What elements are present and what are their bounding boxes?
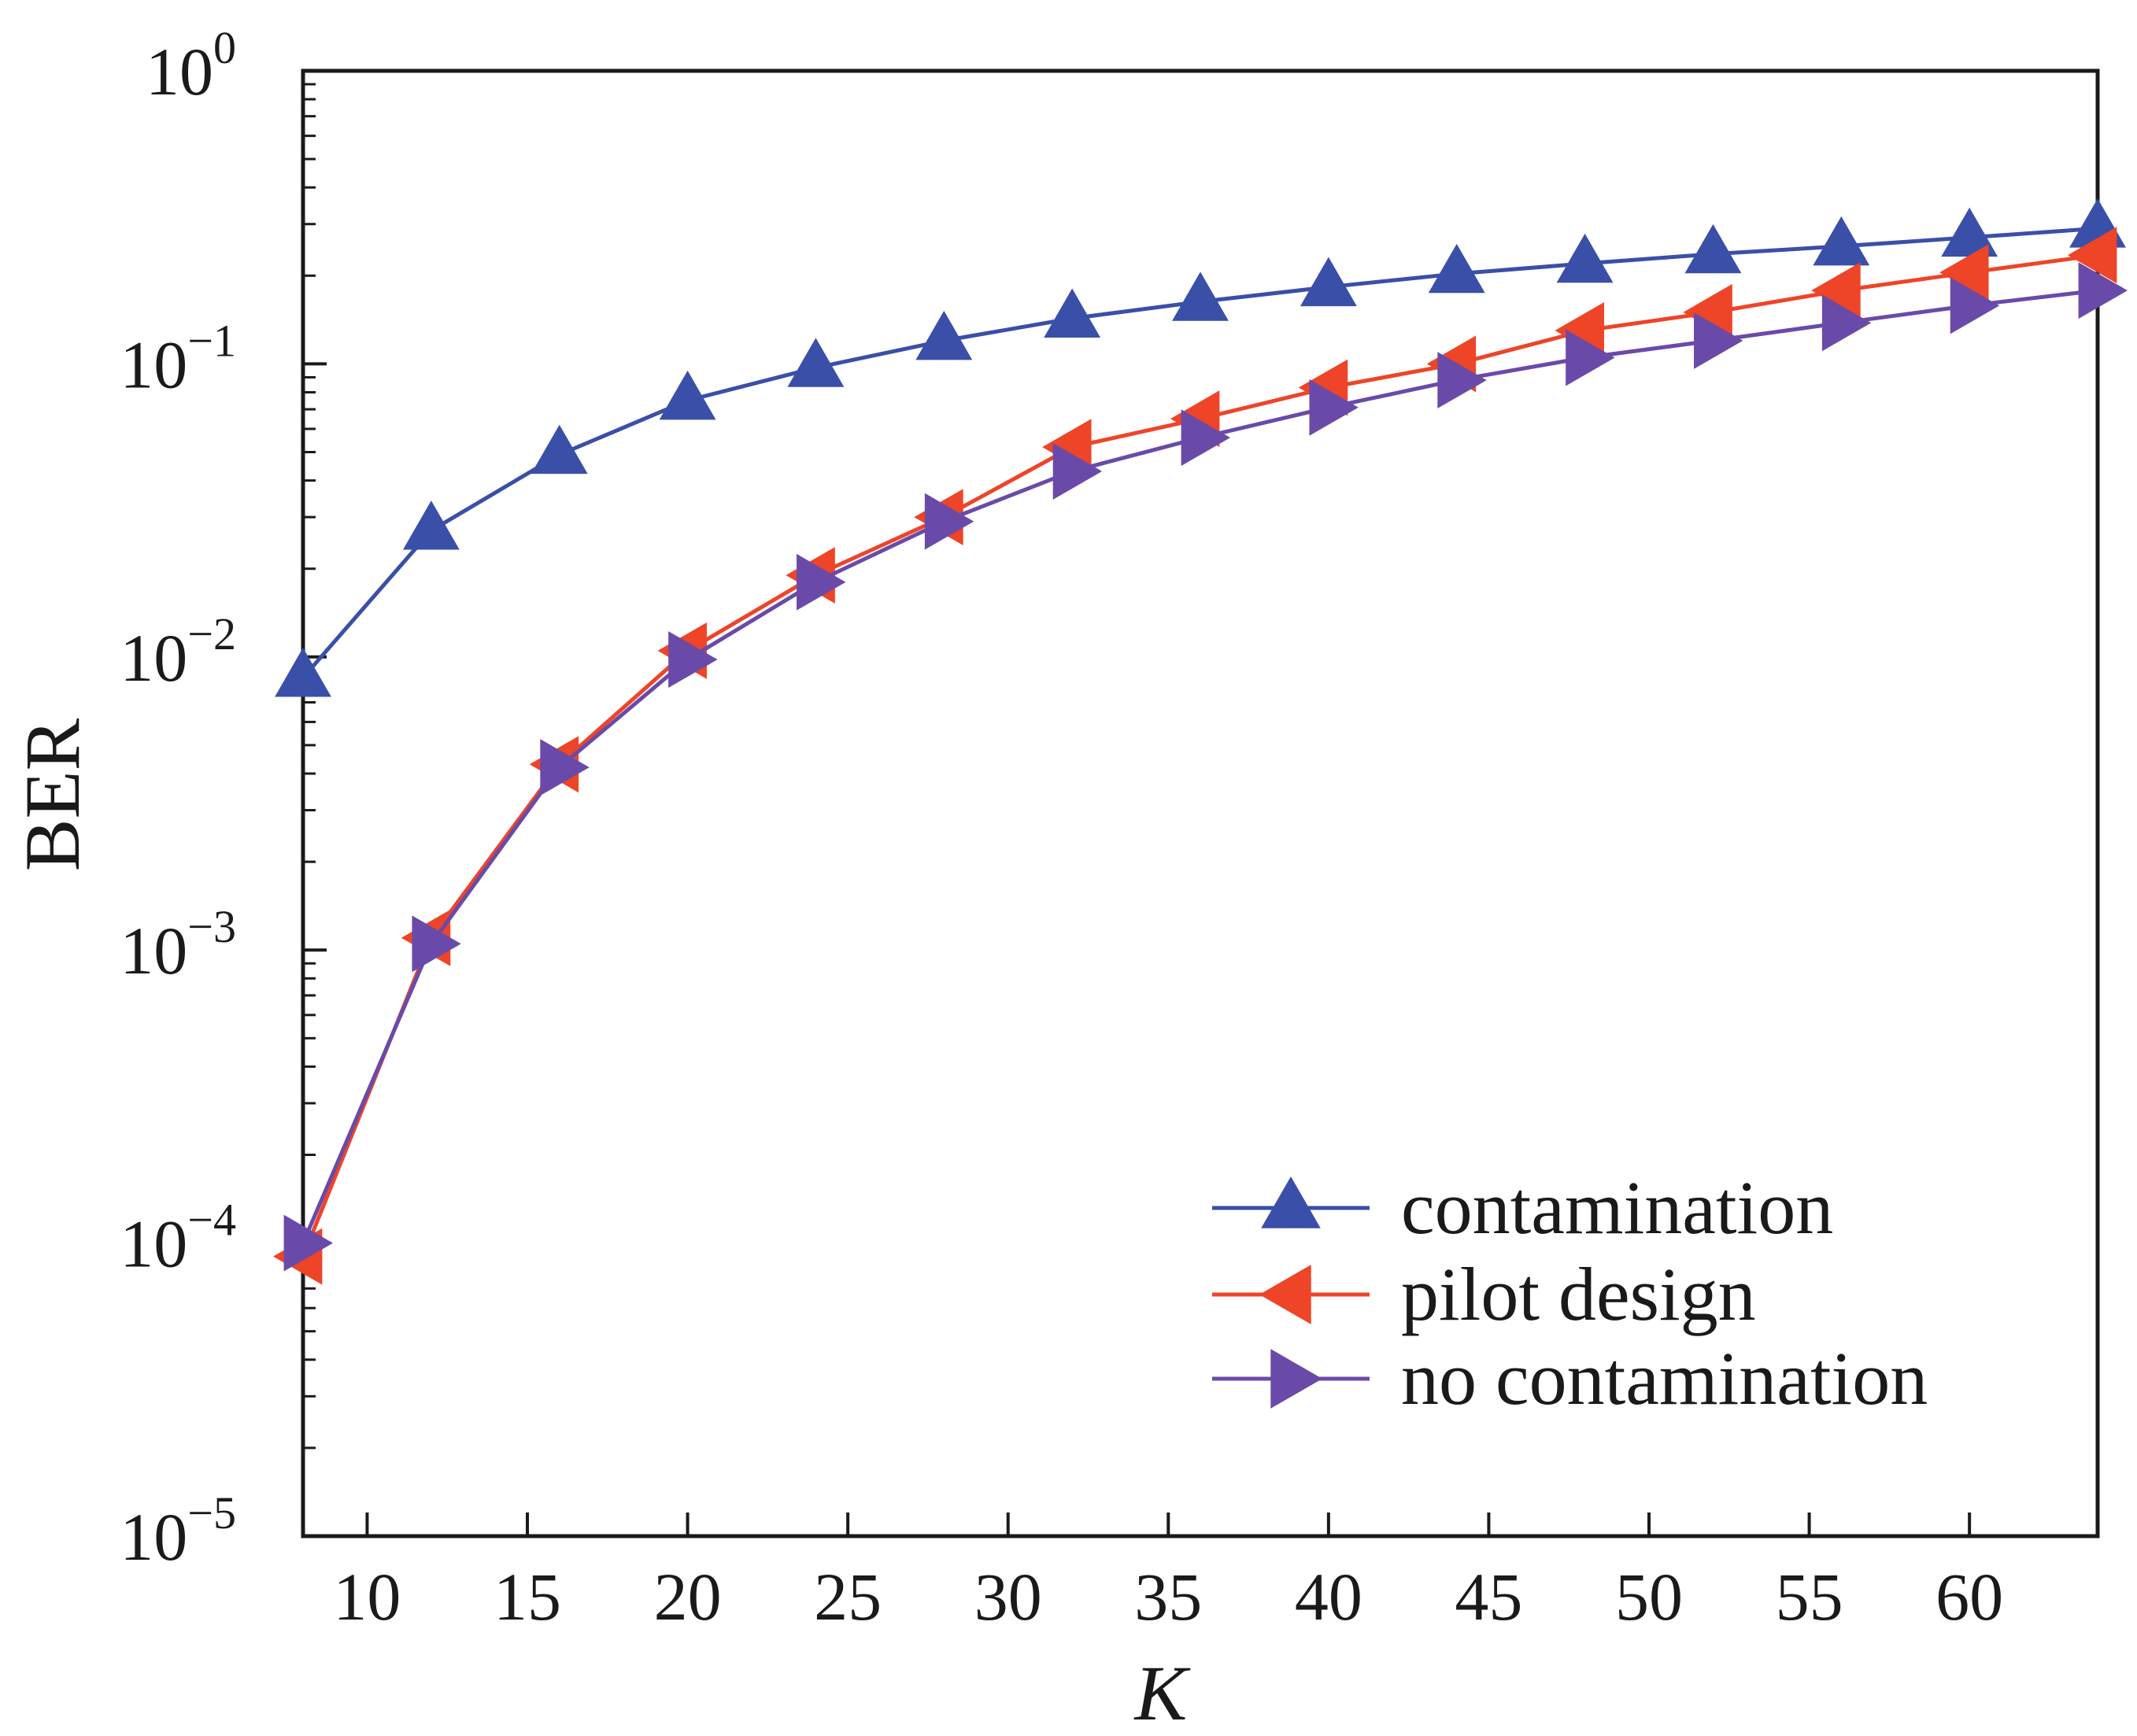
marker-no-contamination (797, 553, 846, 611)
x-tick-label: 35 (1134, 1559, 1202, 1634)
plot-frame (301, 68, 2100, 1538)
marker-contamination (1813, 216, 1870, 266)
legend-label: contamination (1401, 1165, 1833, 1250)
marker-contamination (1684, 223, 1742, 274)
x-tick-label: 25 (814, 1559, 882, 1634)
marker-contamination (1044, 288, 1101, 338)
marker-contamination (787, 338, 845, 387)
marker-no-contamination (1437, 352, 1487, 409)
x-tick-label: 60 (1936, 1559, 2003, 1634)
marker-no-contamination (1694, 312, 1743, 369)
marker-contamination (402, 500, 460, 550)
x-tick-label: 30 (974, 1559, 1042, 1634)
marker-no-contamination (283, 1214, 334, 1272)
marker-contamination (659, 370, 716, 420)
x-tick-label: 50 (1615, 1559, 1683, 1634)
legend-label: no contamination (1401, 1336, 1928, 1420)
legend-marker-pilot-design (1259, 1265, 1311, 1324)
marker-no-contamination (1309, 379, 1359, 436)
marker-contamination (1428, 243, 1485, 294)
x-axis-ticks: 10 15 20 25 30 35 40 45 50 55 60 (333, 1513, 2003, 1634)
marker-no-contamination (1950, 277, 2000, 334)
legend-label: pilot design (1401, 1252, 1756, 1336)
y-tick-label: 10−3 (120, 901, 236, 988)
marker-no-contamination (1821, 294, 1872, 352)
y-tick-label: 10−4 (120, 1195, 236, 1282)
x-tick-label: 10 (333, 1559, 401, 1634)
y-tick-label: 100 (146, 22, 236, 109)
legend-marker-contamination (1261, 1176, 1321, 1228)
marker-no-contamination (1566, 329, 1615, 386)
marker-contamination (531, 424, 588, 475)
marker-contamination (1556, 233, 1614, 283)
y-tick-label: 10−5 (120, 1487, 236, 1575)
marker-no-contamination (1052, 442, 1103, 500)
marker-no-contamination (668, 631, 718, 688)
marker-pilot-design (2067, 227, 2117, 284)
marker-no-contamination (924, 493, 974, 550)
marker-no-contamination (2078, 262, 2128, 319)
marker-no-contamination (1181, 409, 1231, 467)
y-tick-label: 10−2 (120, 608, 236, 696)
series-layer (272, 198, 2128, 1285)
x-tick-label: 45 (1455, 1559, 1522, 1634)
x-axis-title: K (1133, 1649, 1191, 1736)
marker-contamination (915, 310, 973, 360)
x-tick-label: 40 (1295, 1559, 1362, 1634)
marker-no-contamination (412, 915, 461, 973)
x-tick-label: 20 (654, 1559, 722, 1634)
marker-no-contamination (540, 739, 590, 796)
marker-contamination (1300, 257, 1357, 307)
marker-contamination (275, 648, 331, 697)
x-tick-label: 15 (494, 1559, 561, 1634)
legend-marker-no-contamination (1270, 1349, 1323, 1409)
y-axis-title: BER (9, 718, 96, 871)
x-tick-label: 55 (1776, 1559, 1843, 1634)
y-axis-ticks: 100 10−1 10−2 10−3 10−4 10−5 (120, 22, 327, 1575)
marker-contamination (1172, 271, 1229, 321)
y-tick-label: 10−1 (120, 315, 236, 402)
